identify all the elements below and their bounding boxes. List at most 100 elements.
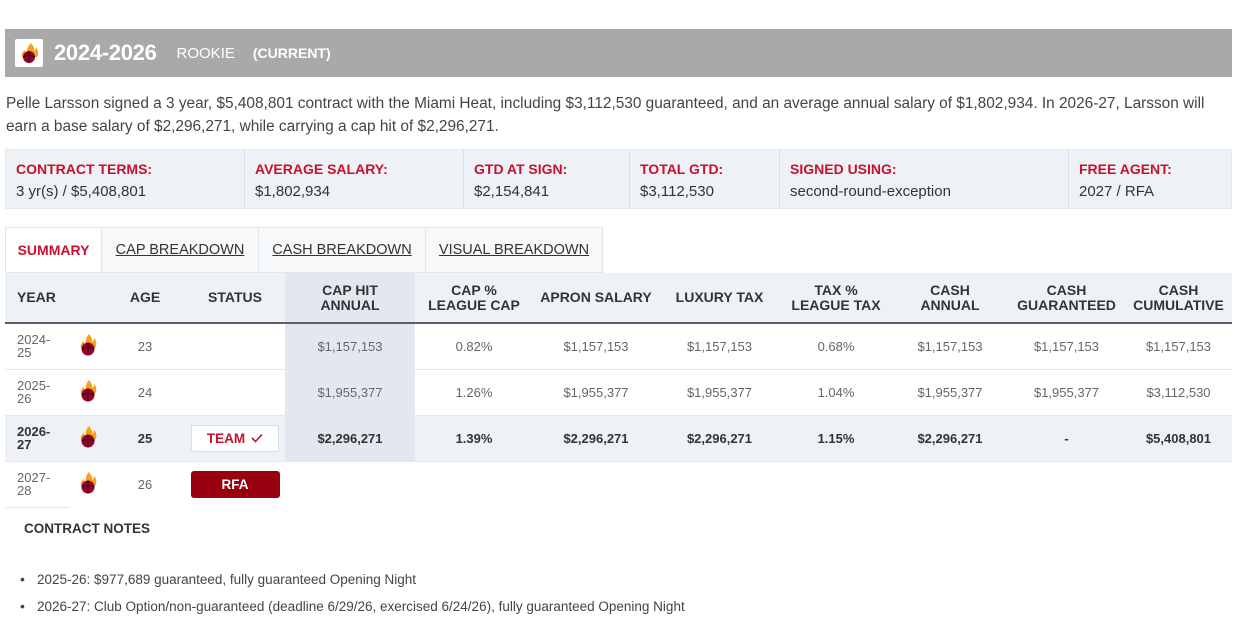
- current-label: (CURRENT): [252, 45, 331, 61]
- col-tax-pct: TAX % LEAGUE TAX: [780, 273, 892, 324]
- cash-annual-cell: $1,157,153: [892, 323, 1008, 370]
- breakdown-tabs: SUMMARY CAP BREAKDOWN CASH BREAKDOWN VIS…: [5, 227, 603, 273]
- col-cash-cum-line1: CASH: [1158, 281, 1199, 298]
- age-cell: 24: [105, 369, 185, 416]
- term-signed-using: SIGNED USING: second-round-exception: [780, 150, 1069, 208]
- term-value: 3 yr(s) / $5,408,801: [16, 183, 147, 200]
- season-cell: 2024- 25: [5, 323, 70, 370]
- term-label: TOTAL GTD:: [640, 161, 724, 177]
- col-tax-pct-line1: TAX %: [814, 281, 858, 298]
- contract-years: 2024-2026: [54, 40, 157, 65]
- team-logo-icon: [70, 461, 105, 507]
- col-cap-pct-line2: LEAGUE CAP: [428, 296, 520, 313]
- season-start: 2025-: [17, 378, 51, 393]
- season-cell: 2027- 28: [5, 461, 70, 508]
- season-start: 2024-: [17, 332, 51, 348]
- term-total-gtd: TOTAL GTD: $3,112,530: [630, 150, 780, 208]
- col-cap-hit-line2: ANNUAL: [320, 296, 380, 313]
- term-value: $3,112,530: [640, 183, 714, 200]
- tab-label: VISUAL BREAKDOWN: [438, 242, 590, 258]
- term-label: CONTRACT TERMS:: [16, 161, 153, 177]
- contract-notes-list: 2025-26: $977,689 guaranteed, fully guar…: [20, 566, 685, 620]
- col-cash-cum-line2: CUMULATIVE: [1133, 296, 1224, 313]
- term-average-salary: AVERAGE SALARY: $1,802,934: [245, 150, 464, 208]
- luxury-cell: $1,157,153: [659, 323, 780, 370]
- cash-cum-cell: $5,408,801: [1125, 415, 1232, 462]
- table-header-row: YEAR AGE STATUS CAP HIT ANNUAL CAP % LEA…: [5, 273, 1232, 324]
- tax-pct-cell: 1.04%: [780, 369, 892, 416]
- col-cash-cumulative: CASH CUMULATIVE: [1125, 273, 1232, 324]
- contract-notes-title: CONTRACT NOTES: [24, 521, 150, 536]
- term-label: GTD AT SIGN:: [474, 161, 568, 177]
- contract-type: ROOKIE: [176, 44, 235, 62]
- team-logo-icon: [15, 39, 43, 67]
- luxury-cell: $1,955,377: [659, 369, 780, 416]
- tab-label: SUMMARY: [17, 242, 90, 258]
- cash-annual-cell: $1,955,377: [892, 369, 1008, 416]
- cash-cum-cell: $3,112,530: [1125, 369, 1232, 416]
- contract-note: 2026-27: Club Option/non-guaranteed (dea…: [20, 593, 685, 620]
- term-gtd-at-sign: GTD AT SIGN: $2,154,841: [464, 150, 630, 208]
- tab-label: CAP BREAKDOWN: [115, 242, 245, 258]
- col-apron-salary: APRON SALARY: [533, 273, 659, 324]
- season-end: 28: [17, 483, 32, 498]
- status-cell: [185, 323, 285, 370]
- tab-visual-breakdown[interactable]: VISUAL BREAKDOWN: [426, 228, 602, 272]
- cap-hit-cell: $1,955,377: [285, 369, 415, 416]
- luxury-cell: $2,296,271: [659, 415, 780, 462]
- cap-pct-cell: 1.39%: [415, 415, 533, 462]
- tab-summary[interactable]: SUMMARY: [6, 228, 102, 272]
- col-cap-pct: CAP % LEAGUE CAP: [415, 273, 533, 324]
- term-value: $1,802,934: [255, 183, 331, 200]
- col-cash-gtd-line1: CASH: [1046, 281, 1087, 298]
- season-cell: 2026- 27: [5, 415, 70, 462]
- table-row: 2027- 28 26 RFA: [5, 461, 1232, 508]
- term-value: second-round-exception: [790, 183, 951, 200]
- cap-hit-cell: $2,296,271: [285, 415, 415, 462]
- cash-cum-cell: $1,157,153: [1125, 323, 1232, 370]
- empty-cells: [285, 461, 1232, 507]
- cap-pct-cell: 0.82%: [415, 323, 533, 370]
- col-cap-pct-line1: CAP %: [451, 281, 497, 298]
- team-logo-icon: [70, 323, 105, 370]
- status-label: TEAM: [206, 430, 246, 446]
- col-age: AGE: [105, 273, 185, 324]
- col-luxury-tax: LUXURY TAX: [659, 273, 780, 324]
- term-label: FREE AGENT:: [1079, 161, 1172, 177]
- contract-note: 2025-26: $977,689 guaranteed, fully guar…: [20, 566, 685, 593]
- tab-cap-breakdown[interactable]: CAP BREAKDOWN: [102, 228, 259, 272]
- col-status: STATUS: [185, 273, 285, 324]
- term-value: $2,154,841: [474, 183, 550, 200]
- col-cash-annual-line2: ANNUAL: [920, 296, 980, 313]
- age-cell: 25: [105, 415, 185, 462]
- contract-terms-box: CONTRACT TERMS: 3 yr(s) / $5,408,801 AVE…: [5, 149, 1232, 209]
- tab-cash-breakdown[interactable]: CASH BREAKDOWN: [259, 228, 426, 272]
- col-year: YEAR: [5, 273, 105, 324]
- apron-cell: $1,157,153: [533, 323, 659, 370]
- season-end: 27: [17, 437, 32, 452]
- season-end: 25: [17, 345, 32, 361]
- status-cell: [185, 369, 285, 416]
- apron-cell: $2,296,271: [533, 415, 659, 462]
- col-cap-hit: CAP HIT ANNUAL: [285, 273, 415, 324]
- season-cell: 2025- 26: [5, 369, 70, 416]
- term-free-agent: FREE AGENT: 2027 / RFA: [1069, 150, 1231, 208]
- table-row: 2025- 26 24 $1,955,377 1.26% $1,955,377 …: [5, 369, 1232, 416]
- status-cell: RFA: [185, 461, 285, 507]
- tax-pct-cell: 0.68%: [780, 323, 892, 370]
- cash-gtd-cell: -: [1008, 415, 1125, 462]
- rfa-badge: RFA: [190, 470, 280, 498]
- apron-cell: $1,955,377: [533, 369, 659, 416]
- team-logo-icon: [70, 415, 105, 462]
- cash-gtd-cell: $1,157,153: [1008, 323, 1125, 370]
- table-row: 2024- 25 23 $1,157,153 0.82% $1,157,153 …: [5, 323, 1232, 370]
- term-contract-terms: CONTRACT TERMS: 3 yr(s) / $5,408,801: [6, 150, 245, 208]
- cash-gtd-cell: $1,955,377: [1008, 369, 1125, 416]
- checkmark-icon: [251, 433, 263, 443]
- term-label: AVERAGE SALARY:: [255, 161, 388, 177]
- team-option-badge: TEAM: [191, 424, 279, 452]
- season-start: 2027-: [17, 470, 51, 485]
- col-cash-gtd-line2: GUARANTEED: [1017, 296, 1116, 313]
- cap-hit-cell: $1,157,153: [285, 323, 415, 370]
- cap-pct-cell: 1.26%: [415, 369, 533, 416]
